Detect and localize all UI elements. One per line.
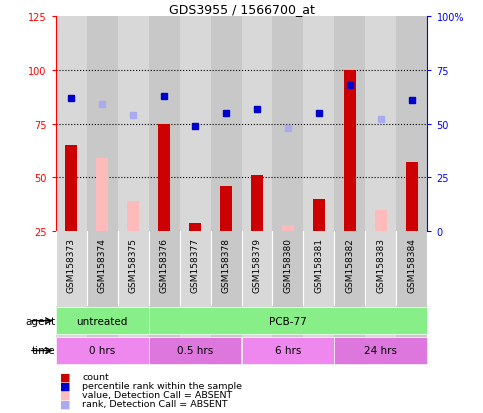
Bar xyxy=(366,336,397,366)
Bar xyxy=(180,232,211,306)
Bar xyxy=(334,232,366,306)
Text: GSM158376: GSM158376 xyxy=(159,237,169,292)
Bar xyxy=(158,124,170,232)
Bar xyxy=(149,232,180,306)
Bar xyxy=(117,232,149,306)
Bar xyxy=(242,232,272,306)
Text: untreated: untreated xyxy=(76,316,128,326)
Text: percentile rank within the sample: percentile rank within the sample xyxy=(82,381,242,390)
Bar xyxy=(211,17,242,232)
Text: 0.5 hrs: 0.5 hrs xyxy=(177,346,213,356)
Bar xyxy=(242,336,272,366)
Bar xyxy=(242,337,334,364)
Bar xyxy=(149,337,242,364)
Bar xyxy=(242,306,272,336)
Bar xyxy=(220,187,232,232)
Text: value, Detection Call = ABSENT: value, Detection Call = ABSENT xyxy=(82,390,232,399)
Bar xyxy=(397,17,427,232)
Bar xyxy=(117,306,149,336)
Bar xyxy=(56,232,86,306)
Text: GSM158378: GSM158378 xyxy=(222,237,230,292)
Bar xyxy=(334,17,366,232)
Bar xyxy=(397,306,427,336)
Text: GSM158382: GSM158382 xyxy=(345,237,355,292)
Bar xyxy=(117,17,149,232)
Bar xyxy=(56,306,86,336)
Bar xyxy=(366,306,397,336)
Bar xyxy=(211,232,242,306)
Title: GDS3955 / 1566700_at: GDS3955 / 1566700_at xyxy=(169,3,314,16)
Bar xyxy=(272,17,303,232)
Bar xyxy=(149,336,180,366)
Bar xyxy=(334,337,427,364)
Text: count: count xyxy=(82,372,109,381)
Bar xyxy=(56,17,86,232)
Text: PCB-77: PCB-77 xyxy=(269,316,307,326)
Text: ■: ■ xyxy=(60,390,71,400)
Bar xyxy=(189,223,201,232)
Bar xyxy=(149,306,180,336)
Text: GSM158381: GSM158381 xyxy=(314,237,324,292)
Bar xyxy=(117,336,149,366)
Bar xyxy=(86,336,117,366)
Bar xyxy=(149,17,180,232)
Bar xyxy=(251,176,263,232)
Bar xyxy=(56,337,149,364)
Text: GSM158374: GSM158374 xyxy=(98,237,107,292)
Bar xyxy=(242,17,272,232)
Bar xyxy=(56,336,86,366)
Text: ■: ■ xyxy=(60,399,71,409)
Bar xyxy=(282,225,294,232)
Text: GSM158383: GSM158383 xyxy=(376,237,385,292)
Bar xyxy=(86,17,117,232)
Bar xyxy=(334,306,366,336)
Bar xyxy=(397,336,427,366)
Bar xyxy=(303,17,334,232)
Text: agent: agent xyxy=(26,316,56,326)
Bar xyxy=(149,308,427,334)
Text: rank, Detection Call = ABSENT: rank, Detection Call = ABSENT xyxy=(82,399,228,408)
Bar xyxy=(303,306,334,336)
Bar xyxy=(180,306,211,336)
Bar xyxy=(86,306,117,336)
Bar xyxy=(56,308,149,334)
Text: GSM158375: GSM158375 xyxy=(128,237,138,292)
Bar xyxy=(375,210,387,232)
Text: GSM158379: GSM158379 xyxy=(253,237,261,292)
Bar xyxy=(211,336,242,366)
Text: GSM158384: GSM158384 xyxy=(408,237,416,292)
Bar xyxy=(397,232,427,306)
Bar xyxy=(127,202,139,232)
Text: 0 hrs: 0 hrs xyxy=(89,346,115,356)
Bar xyxy=(272,232,303,306)
Bar xyxy=(406,163,418,232)
Text: time: time xyxy=(32,346,56,356)
Text: GSM158373: GSM158373 xyxy=(67,237,75,292)
Bar xyxy=(303,336,334,366)
Text: GSM158377: GSM158377 xyxy=(190,237,199,292)
Bar xyxy=(211,306,242,336)
Bar xyxy=(313,199,325,232)
Bar xyxy=(272,336,303,366)
Bar xyxy=(65,146,77,232)
Text: ■: ■ xyxy=(60,381,71,391)
Bar xyxy=(366,17,397,232)
Bar xyxy=(334,336,366,366)
Bar xyxy=(272,306,303,336)
Bar xyxy=(180,336,211,366)
Bar xyxy=(180,17,211,232)
Bar xyxy=(86,232,117,306)
Bar xyxy=(366,232,397,306)
Text: 6 hrs: 6 hrs xyxy=(275,346,301,356)
Text: ■: ■ xyxy=(60,372,71,382)
Text: GSM158380: GSM158380 xyxy=(284,237,293,292)
Text: 24 hrs: 24 hrs xyxy=(365,346,398,356)
Bar xyxy=(303,232,334,306)
Bar xyxy=(344,71,356,232)
Bar xyxy=(96,159,108,232)
